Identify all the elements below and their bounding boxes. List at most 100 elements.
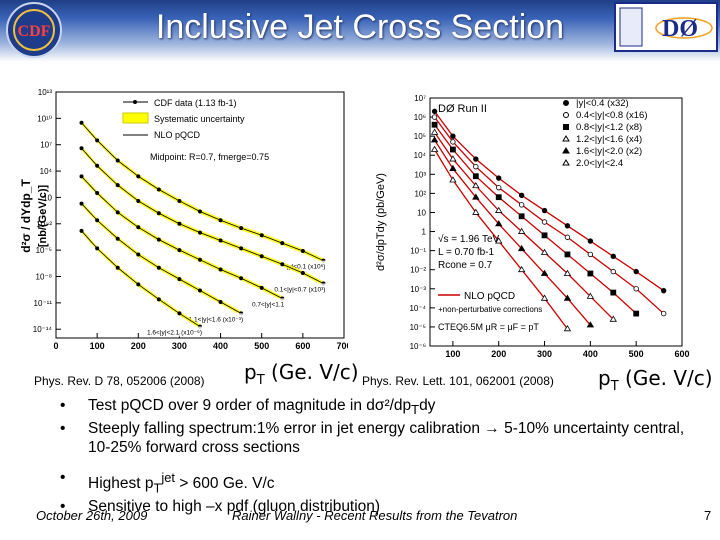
series-label-bg (181, 313, 246, 324)
data-point (300, 249, 305, 254)
data-point (660, 287, 667, 294)
d0-annotation-pdf: CTEQ6.5M μR = μF = pT (438, 322, 539, 332)
data-point (564, 251, 571, 258)
y-tick-label: 10⁻¹⁴ (33, 325, 53, 334)
y-tick-label: 10⁴ (414, 151, 427, 160)
legend-marker (563, 112, 569, 118)
bullet-item: • Sensitive to high –x pdf (gluon distrib… (60, 498, 381, 516)
series-label: 1.6<|y|<2.1 (x10⁻⁶) (147, 329, 202, 336)
data-point (79, 201, 84, 206)
data-point (136, 282, 141, 287)
cdf-ylabel: d²σ / dYdp_T [nb/(GeV/c)] (19, 179, 49, 253)
data-point (563, 294, 572, 301)
data-point (449, 176, 457, 183)
footer-author: Rainer Wallny - Recent Results from the … (232, 508, 518, 523)
d0-annotation-lumi: L = 0.70 fb-1 (438, 247, 494, 258)
data-point (473, 156, 479, 162)
data-point (177, 198, 182, 203)
y-tick-label: 10⁻² (36, 220, 52, 229)
data-point (563, 325, 572, 332)
data-point (430, 136, 439, 143)
page-title: Inclusive Jet Cross Section (155, 8, 565, 46)
data-point (633, 286, 639, 292)
data-point (517, 227, 526, 234)
data-point (259, 233, 264, 238)
d0-annotation-nlo: NLO pQCD (464, 291, 515, 302)
data-point (587, 251, 594, 258)
y-tick-label: 10 (417, 208, 426, 217)
data-point (449, 155, 457, 162)
nlo-curve (434, 124, 637, 315)
data-point (95, 163, 100, 168)
series-label-bg (222, 298, 287, 309)
data-point (541, 207, 548, 214)
data-point (431, 121, 438, 128)
data-point (218, 238, 223, 243)
data-point (156, 211, 161, 216)
series-label-bg (263, 283, 328, 294)
legend-label: 0.4<|y|<0.8 (x16) (576, 110, 647, 121)
legend-label: 1.6<|y|<2.0 (x2) (576, 146, 642, 157)
data-point (177, 248, 182, 253)
y-tick-label: 10⁻² (410, 266, 426, 275)
data-point (177, 221, 182, 226)
data-point (197, 209, 202, 214)
data-point (280, 241, 285, 246)
data-point (495, 194, 502, 201)
data-point (218, 299, 223, 304)
x-tick-label: 300 (172, 341, 187, 351)
data-point (177, 277, 182, 282)
d0-plot: d²σ/dpTdy (pb/GeV) 10⁷ 10⁶ 10⁵ 10⁴ 10³ 10² 10 1… (375, 94, 690, 359)
y-tick-label: 10⁻⁶ (410, 342, 426, 351)
bullet-item: • Steeply falling spectrum:1% error in je… (60, 420, 685, 457)
data-point (472, 193, 480, 200)
y-tick-label: 10⁷ (414, 94, 426, 103)
data-point (136, 174, 141, 179)
x-tick-label: 200 (491, 349, 506, 359)
cdf-annotation: Midpoint: R=0.7, fmerge=0.75 (150, 152, 269, 162)
x-tick-label: 100 (90, 341, 105, 351)
cdf-legend: CDF data (1.13 fb-1) Systematic uncertai… (122, 98, 269, 162)
data-point (496, 184, 502, 191)
footer-page-number: 7 (704, 508, 712, 523)
data-point (450, 133, 456, 139)
data-point (633, 310, 640, 317)
series-label: 1.1<|y|<1.6 (x10⁻³) (189, 316, 244, 323)
series-label: 0.7<|y|<1.1 (252, 301, 285, 308)
y-tick-label: 10⁻⁸ (36, 273, 53, 282)
legend-marker (563, 100, 569, 106)
data-point (115, 265, 120, 270)
data-point (136, 225, 141, 230)
d0-plot-title: DØ Run II (438, 103, 487, 115)
x-tick-label: 600 (295, 341, 310, 351)
y-tick-label: 10⁻⁵ (36, 246, 52, 255)
y-tick-label: 10⁷ (40, 141, 52, 150)
data-point (472, 173, 479, 180)
data-point (660, 310, 667, 317)
data-point (517, 265, 526, 273)
data-point (136, 252, 141, 257)
d0-logo: DØ (614, 2, 718, 52)
data-point (431, 108, 438, 115)
data-point (177, 311, 182, 316)
bullet-list: • Test pQCD over 9 order of magnitude in … (60, 396, 700, 516)
data-point (564, 234, 571, 240)
cdf-plot-frame (55, 91, 345, 339)
data-point (633, 268, 639, 275)
d0-ylabel: d²σ/dpTdy (pb/GeV) (375, 173, 387, 271)
data-point (156, 265, 161, 270)
data-point (156, 187, 161, 192)
data-point (79, 174, 84, 179)
footer-date: October 26th, 2009 (36, 508, 148, 523)
y-tick-label: 10 (43, 193, 52, 202)
legend-marker (563, 124, 569, 130)
ref-left: Phys. Rev. D 78, 052006 (2008) (34, 374, 205, 388)
legend-marker (562, 147, 570, 154)
series-label: 0.1<|y|<0.7 (x10³) (274, 286, 325, 293)
data-point (564, 223, 571, 229)
x-tick-label: 500 (629, 349, 644, 359)
data-point (587, 270, 594, 277)
y-tick-label: 10¹⁰ (37, 114, 52, 123)
x-tick-label: 100 (445, 349, 460, 359)
data-point (259, 254, 264, 259)
